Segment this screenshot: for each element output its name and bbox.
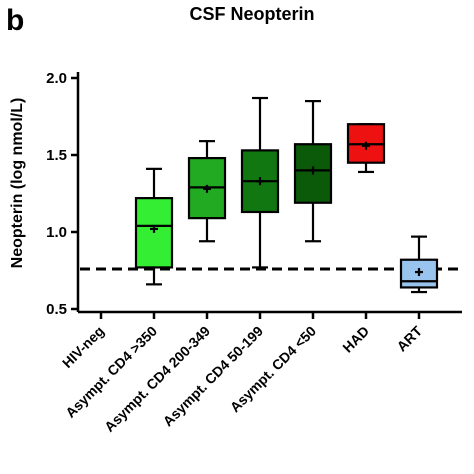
y-ticks: 0.5 1.0 1.5 2.0 <box>46 70 78 318</box>
y-tick-label: 1.5 <box>46 147 67 164</box>
chart-title: CSF Neopterin <box>189 4 314 24</box>
box-plot <box>346 123 386 174</box>
y-tick-label: 1.0 <box>46 224 67 241</box>
box-plot <box>293 99 333 243</box>
x-category-label: HIV-neg <box>59 323 107 371</box>
boxes <box>134 96 439 294</box>
y-tick-label: 2.0 <box>46 70 67 87</box>
box-plot <box>134 167 174 286</box>
box-plot <box>187 140 227 243</box>
box-plot <box>240 96 280 269</box>
y-axis-label: Neopterin (log nmol/L) <box>9 98 26 269</box>
x-category-label: Asympt. CD4 200-349 <box>101 323 213 435</box>
x-category-label: Asympt. CD4 >350 <box>62 323 160 421</box>
x-category-label: HAD <box>339 323 372 356</box>
x-category-label: ART <box>393 322 425 354</box>
x-category-label: Asympt. CD4 50-199 <box>160 323 267 430</box>
y-tick-label: 0.5 <box>46 301 67 318</box>
box-plot <box>399 235 439 294</box>
panel-letter: b <box>6 4 24 37</box>
